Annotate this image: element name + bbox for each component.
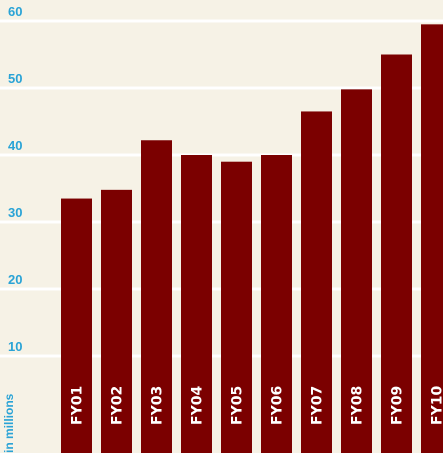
category-label: FY05 [230,386,246,425]
category-label: FY02 [110,386,126,425]
y-tick-label: 50 [8,71,22,86]
y-tick-label: 10 [8,339,22,354]
bar-fy03 [141,140,172,453]
y-tick-label: 40 [8,138,22,153]
bar-fy05 [221,161,252,453]
category-labels: FY01 FY02 FY03 FY04 FY05 FY06 FY07 FY08 FY09 FY10 [70,386,443,425]
category-label: FY04 [190,386,206,425]
y-axis-label: in millions [2,393,16,453]
y-tick-label: 20 [8,272,22,287]
bar-fy09 [381,54,412,453]
category-label: FY06 [270,386,286,425]
y-tick-label: 30 [8,205,22,220]
category-label: FY03 [150,386,166,425]
bar-fy07 [301,111,332,453]
category-label: FY08 [350,386,366,425]
bar-fy08 [341,89,372,453]
bar-fy06 [261,155,292,453]
y-tick-label: 60 [8,4,22,19]
y-axis-ticks: 10 20 30 40 50 60 [8,4,22,354]
bar-fy04 [181,155,212,453]
bars [61,24,443,453]
category-label: FY07 [310,386,326,425]
bar-fy10 [421,24,443,453]
category-label: FY09 [390,386,406,425]
bar-fy01 [61,198,92,453]
category-label: FY10 [430,386,443,425]
bar-fy02 [101,189,132,453]
category-label: FY01 [70,386,86,425]
